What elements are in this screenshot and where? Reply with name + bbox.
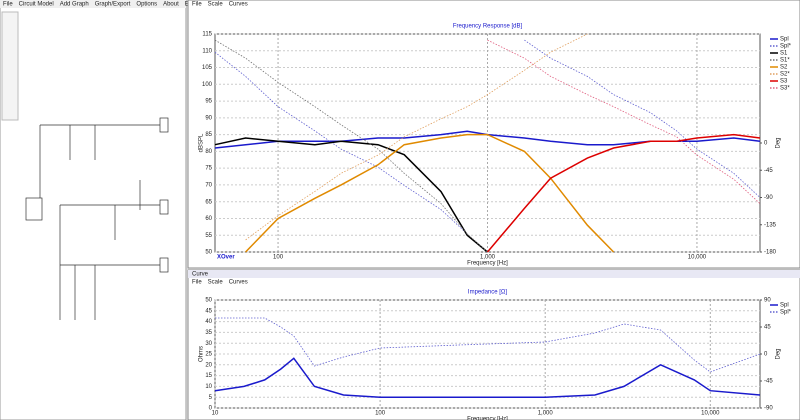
legend-label: Spl* bbox=[780, 44, 792, 50]
x-tick-label: 10,000 bbox=[701, 411, 720, 417]
x-tick-label: 1,000 bbox=[538, 411, 554, 417]
y-tick-label: 10 bbox=[205, 384, 212, 390]
y-tick-label: 75 bbox=[205, 166, 212, 172]
menu-bar bbox=[0, 0, 186, 8]
menu-item[interactable]: Circuit Model bbox=[19, 2, 54, 8]
window-title: Curve bbox=[192, 272, 209, 278]
y-tick-label: 20 bbox=[205, 362, 212, 368]
y2-tick-label: 0 bbox=[764, 141, 768, 147]
y-tick-label: 100 bbox=[202, 82, 213, 88]
x-axis-label: Frequency [Hz] bbox=[467, 261, 508, 267]
title-bar bbox=[188, 270, 800, 278]
menu-item[interactable]: Add Graph bbox=[60, 2, 89, 8]
y-tick-label: 110 bbox=[202, 48, 212, 54]
y2-tick-label: -180 bbox=[764, 250, 777, 256]
y-tick-label: 0 bbox=[209, 406, 213, 412]
y2-tick-label: 90 bbox=[764, 298, 771, 304]
menu-item[interactable]: Scale bbox=[208, 2, 224, 8]
legend-label: S2 bbox=[780, 65, 788, 71]
y-tick-label: 30 bbox=[205, 341, 212, 347]
series-line bbox=[214, 39, 761, 235]
series-line bbox=[245, 33, 588, 241]
legend-label: S3* bbox=[780, 86, 790, 92]
menu-item[interactable]: Curves bbox=[229, 2, 248, 8]
y-tick-label: 5 bbox=[209, 395, 213, 401]
y-tick-label: 115 bbox=[202, 32, 212, 38]
menu-item[interactable]: Scale bbox=[208, 280, 224, 286]
y2-tick-label: -45 bbox=[764, 168, 773, 174]
series-line bbox=[486, 133, 761, 253]
y-tick-label: 105 bbox=[202, 65, 213, 71]
legend-label: Spl* bbox=[780, 310, 792, 316]
legend-label: Spl bbox=[780, 37, 789, 43]
y-tick-label: 60 bbox=[205, 216, 212, 222]
toolbox bbox=[1, 11, 19, 121]
menu-item[interactable]: Curves bbox=[229, 280, 248, 286]
schematic bbox=[25, 117, 169, 320]
y2-tick-label: -135 bbox=[764, 222, 777, 228]
chart-title: Impedance [Ω] bbox=[468, 290, 508, 296]
menu-item[interactable]: File bbox=[192, 280, 202, 286]
y2-tick-label: -90 bbox=[764, 195, 773, 201]
y-tick-label: 90 bbox=[205, 115, 212, 121]
y-tick-label: 55 bbox=[205, 233, 212, 239]
chart-title: Frequency Response [dB] bbox=[453, 24, 523, 30]
y-axis-label: Ohms bbox=[199, 346, 205, 362]
y2-tick-label: 45 bbox=[764, 325, 771, 331]
y2-tick-label: 0 bbox=[764, 352, 768, 358]
y2-axis-label: Deg bbox=[776, 137, 782, 148]
y-tick-label: 50 bbox=[205, 298, 212, 304]
series-line bbox=[487, 39, 761, 204]
legend-label: S1 bbox=[780, 51, 788, 57]
y-tick-label: 50 bbox=[205, 250, 212, 256]
legend-label: S3 bbox=[780, 79, 788, 85]
y-tick-label: 85 bbox=[205, 132, 212, 138]
y-tick-label: 95 bbox=[205, 99, 212, 105]
y-tick-label: 45 bbox=[205, 308, 212, 314]
series-line bbox=[214, 357, 761, 398]
y-tick-label: 25 bbox=[205, 352, 212, 358]
legend-label: S1* bbox=[780, 58, 790, 64]
y-tick-label: 70 bbox=[205, 183, 212, 189]
y-axis-label: dBSPL bbox=[199, 133, 205, 152]
y-tick-label: 35 bbox=[205, 330, 212, 336]
menu-item[interactable]: File bbox=[192, 2, 202, 8]
x-axis-label: Frequency [Hz] bbox=[467, 417, 508, 420]
menu-item[interactable]: File bbox=[3, 2, 13, 8]
app-menu: File Circuit Model Add Graph Graph/Export Op… bbox=[3, 2, 195, 8]
y-tick-label: 65 bbox=[205, 199, 212, 205]
x-tick-label: 10,000 bbox=[688, 255, 707, 261]
y2-tick-label: -45 bbox=[764, 379, 773, 385]
x-tick-label: 1,000 bbox=[480, 255, 496, 261]
x-tick-label: 100 bbox=[375, 411, 386, 417]
y-tick-label: 80 bbox=[205, 149, 212, 155]
menu-item[interactable]: Graph/Export bbox=[95, 2, 131, 8]
series-line bbox=[214, 39, 488, 253]
y-tick-label: 15 bbox=[205, 373, 212, 379]
x-tick-label: 10 bbox=[212, 411, 219, 417]
y2-axis-label: Deg bbox=[776, 348, 782, 359]
x-tick-label: 100 bbox=[273, 255, 284, 261]
menu-item[interactable]: Options bbox=[136, 2, 157, 8]
series-line bbox=[214, 137, 488, 253]
y-tick-label: 40 bbox=[205, 319, 212, 325]
y2-tick-label: -90 bbox=[764, 406, 773, 412]
legend-label: Spl bbox=[780, 303, 789, 309]
menu-item[interactable]: About bbox=[163, 2, 179, 8]
legend-label: S2* bbox=[780, 72, 790, 78]
annotation: XOver bbox=[217, 255, 235, 261]
